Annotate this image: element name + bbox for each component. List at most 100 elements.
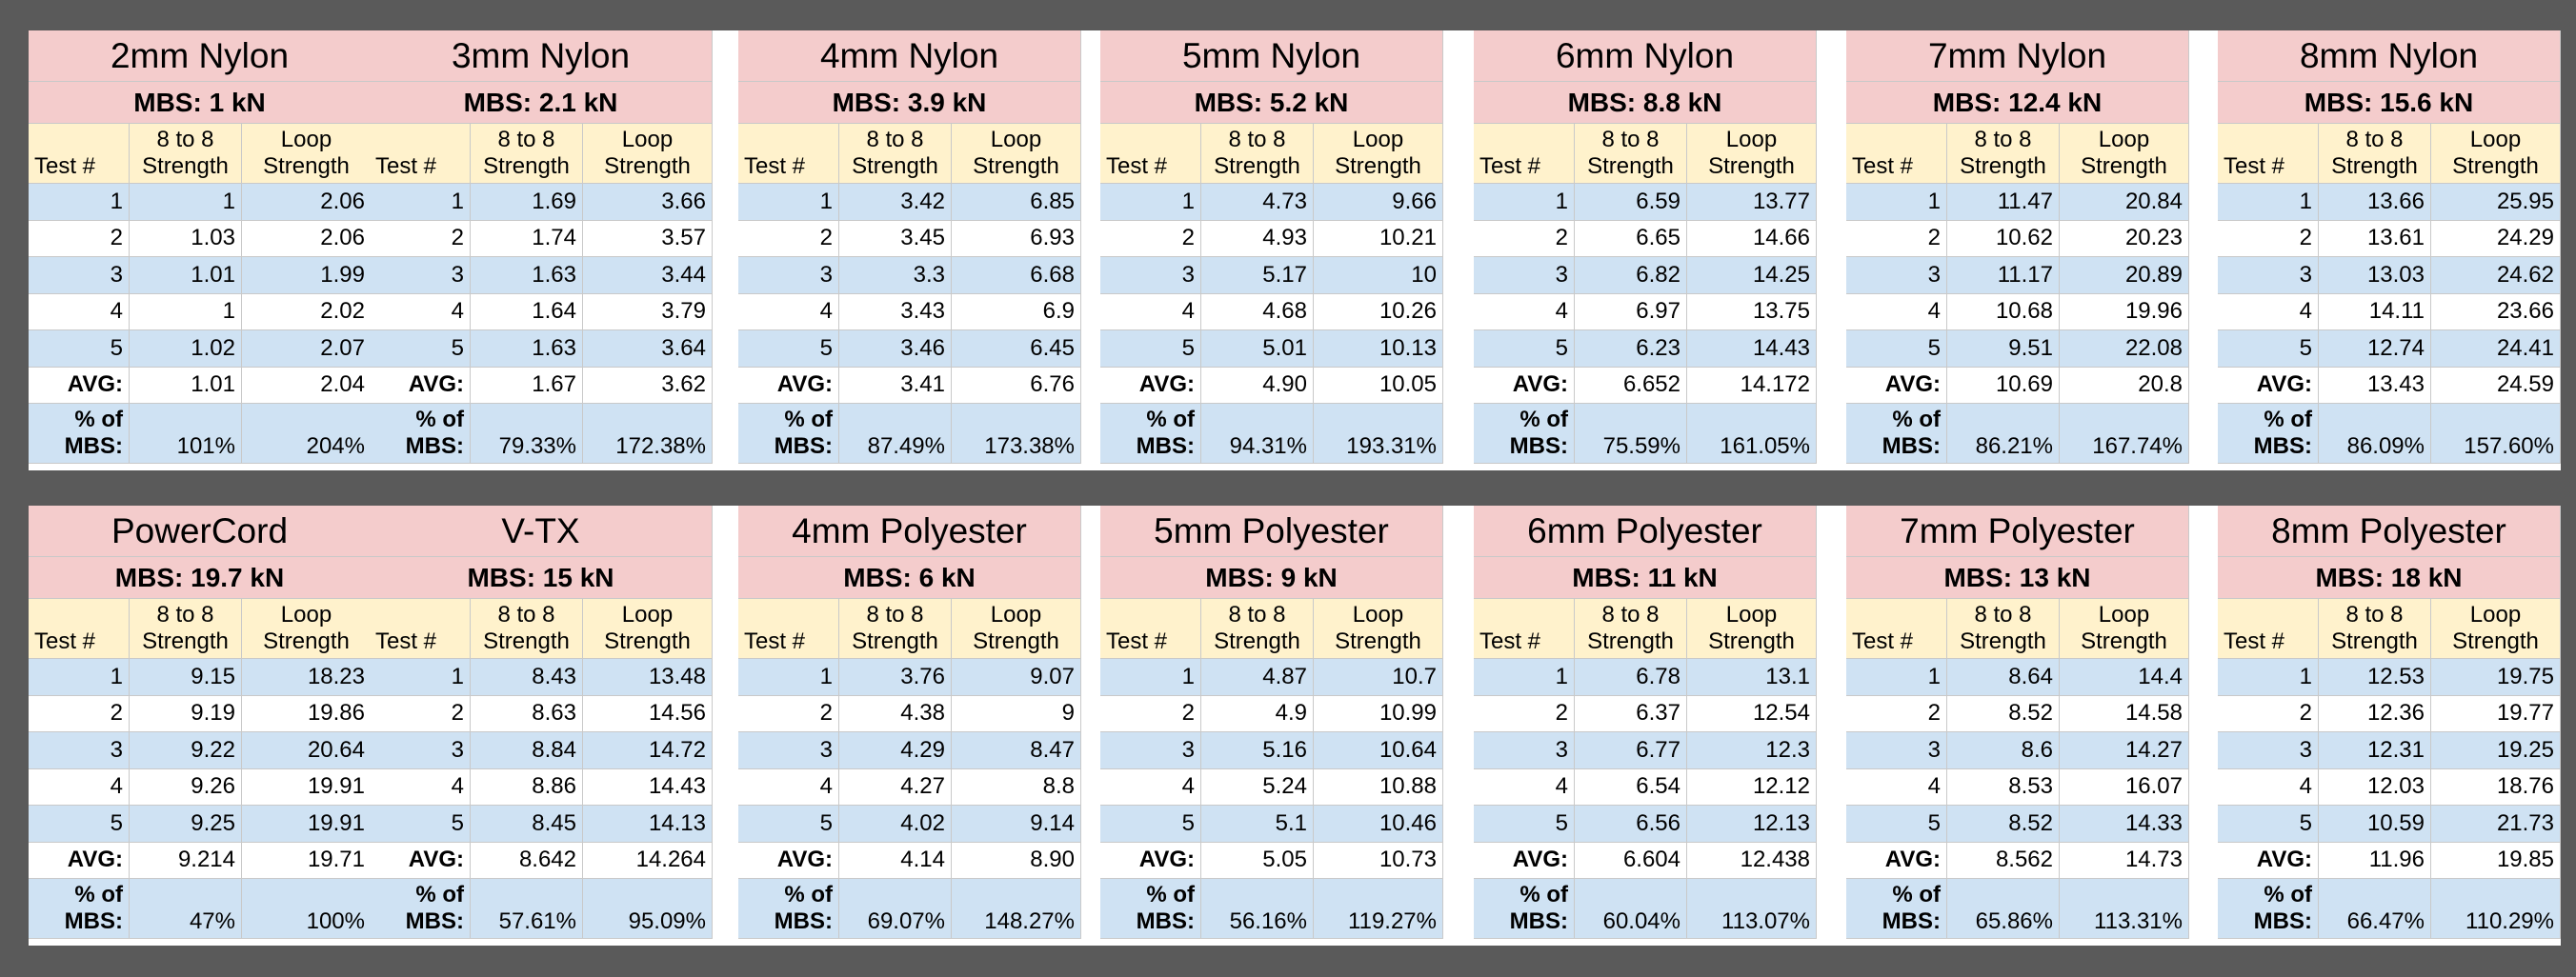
pct-loop-cell[interactable]: 113.31% [2060, 879, 2189, 939]
pct-8to8-cell[interactable]: 69.07% [839, 879, 952, 939]
eight-to-eight-cell[interactable]: 1.63 [471, 257, 583, 294]
eight-to-eight-cell[interactable]: 6.78 [1575, 659, 1687, 696]
avg-loop-cell[interactable]: 19.85 [2431, 842, 2561, 879]
test-number-cell[interactable]: 2 [1846, 220, 1947, 257]
loop-strength-cell[interactable]: 14.25 [1687, 257, 1817, 294]
test-number-cell[interactable]: 2 [29, 220, 130, 257]
table-title[interactable]: 5mm Polyester [1100, 506, 1443, 557]
avg-8to8-cell[interactable]: 3.41 [839, 367, 952, 404]
header-8to8-strength[interactable]: 8 to 8 Strength [2319, 124, 2431, 184]
eight-to-eight-cell[interactable]: 8.53 [1947, 768, 2060, 806]
header-loop-strength[interactable]: Loop Strength [952, 124, 1081, 184]
table-title[interactable]: 4mm Polyester [738, 506, 1081, 557]
loop-strength-cell[interactable]: 12.12 [1687, 768, 1817, 806]
test-number-cell[interactable]: 3 [738, 732, 839, 769]
header-test-number[interactable]: Test # [2218, 599, 2319, 659]
test-number-cell[interactable]: 1 [29, 184, 130, 221]
pct-loop-cell[interactable]: 204% [242, 404, 372, 464]
mbs-label[interactable]: MBS: 3.9 kN [738, 82, 1081, 124]
header-8to8-strength[interactable]: 8 to 8 Strength [1201, 599, 1314, 659]
loop-strength-cell[interactable]: 20.64 [242, 732, 372, 769]
test-number-cell[interactable]: 3 [1474, 257, 1575, 294]
test-number-cell[interactable]: 4 [29, 768, 130, 806]
avg-label-cell[interactable]: AVG: [1846, 367, 1947, 404]
eight-to-eight-cell[interactable]: 1.01 [130, 257, 242, 294]
pct-of-mbs-label-cell[interactable]: % of MBS: [1846, 404, 1947, 464]
test-number-cell[interactable]: 1 [1846, 184, 1947, 221]
header-test-number[interactable]: Test # [1100, 599, 1201, 659]
eight-to-eight-cell[interactable]: 6.77 [1575, 732, 1687, 769]
avg-label-cell[interactable]: AVG: [738, 367, 839, 404]
eight-to-eight-cell[interactable]: 4.29 [839, 732, 952, 769]
avg-loop-cell[interactable]: 24.59 [2431, 367, 2561, 404]
pct-loop-cell[interactable]: 173.38% [952, 404, 1081, 464]
loop-strength-cell[interactable]: 2.06 [242, 184, 372, 221]
eight-to-eight-cell[interactable]: 13.66 [2319, 184, 2431, 221]
pct-loop-cell[interactable]: 193.31% [1314, 404, 1443, 464]
eight-to-eight-cell[interactable]: 9.26 [130, 768, 242, 806]
header-test-number[interactable]: Test # [2218, 124, 2319, 184]
test-number-cell[interactable]: 1 [29, 659, 130, 696]
pct-loop-cell[interactable]: 148.27% [952, 879, 1081, 939]
mbs-label[interactable]: MBS: 11 kN [1474, 557, 1817, 599]
test-number-cell[interactable]: 5 [370, 806, 471, 843]
eight-to-eight-cell[interactable]: 3.3 [839, 257, 952, 294]
header-test-number[interactable]: Test # [1474, 599, 1575, 659]
test-number-cell[interactable]: 4 [1846, 293, 1947, 330]
loop-strength-cell[interactable]: 10.13 [1314, 330, 1443, 368]
eight-to-eight-cell[interactable]: 9.22 [130, 732, 242, 769]
eight-to-eight-cell[interactable]: 11.17 [1947, 257, 2060, 294]
test-number-cell[interactable]: 5 [1474, 806, 1575, 843]
mbs-label[interactable]: MBS: 15 kN [370, 557, 713, 599]
eight-to-eight-cell[interactable]: 10.62 [1947, 220, 2060, 257]
loop-strength-cell[interactable]: 14.72 [583, 732, 713, 769]
test-number-cell[interactable]: 1 [2218, 184, 2319, 221]
header-8to8-strength[interactable]: 8 to 8 Strength [839, 599, 952, 659]
eight-to-eight-cell[interactable]: 1 [130, 293, 242, 330]
header-8to8-strength[interactable]: 8 to 8 Strength [2319, 599, 2431, 659]
eight-to-eight-cell[interactable]: 3.46 [839, 330, 952, 368]
loop-strength-cell[interactable]: 19.91 [242, 768, 372, 806]
loop-strength-cell[interactable]: 19.86 [242, 695, 372, 732]
header-loop-strength[interactable]: Loop Strength [583, 124, 713, 184]
loop-strength-cell[interactable]: 10.7 [1314, 659, 1443, 696]
test-number-cell[interactable]: 3 [2218, 732, 2319, 769]
eight-to-eight-cell[interactable]: 12.03 [2319, 768, 2431, 806]
eight-to-eight-cell[interactable]: 5.01 [1201, 330, 1314, 368]
eight-to-eight-cell[interactable]: 1.64 [471, 293, 583, 330]
eight-to-eight-cell[interactable]: 5.1 [1201, 806, 1314, 843]
pct-loop-cell[interactable]: 113.07% [1687, 879, 1817, 939]
loop-strength-cell[interactable]: 10.99 [1314, 695, 1443, 732]
eight-to-eight-cell[interactable]: 1.03 [130, 220, 242, 257]
test-number-cell[interactable]: 5 [370, 330, 471, 368]
test-number-cell[interactable]: 3 [370, 257, 471, 294]
loop-strength-cell[interactable]: 18.23 [242, 659, 372, 696]
loop-strength-cell[interactable]: 14.33 [2060, 806, 2189, 843]
table-title[interactable]: 7mm Nylon [1846, 30, 2189, 82]
table-title[interactable]: 8mm Nylon [2218, 30, 2561, 82]
avg-8to8-cell[interactable]: 4.14 [839, 842, 952, 879]
eight-to-eight-cell[interactable]: 13.61 [2319, 220, 2431, 257]
loop-strength-cell[interactable]: 6.93 [952, 220, 1081, 257]
mbs-label[interactable]: MBS: 5.2 kN [1100, 82, 1443, 124]
test-number-cell[interactable]: 4 [1100, 293, 1201, 330]
test-number-cell[interactable]: 4 [1474, 768, 1575, 806]
loop-strength-cell[interactable]: 19.77 [2431, 695, 2561, 732]
loop-strength-cell[interactable]: 22.08 [2060, 330, 2189, 368]
avg-label-cell[interactable]: AVG: [370, 842, 471, 879]
test-number-cell[interactable]: 2 [738, 220, 839, 257]
header-test-number[interactable]: Test # [370, 599, 471, 659]
loop-strength-cell[interactable]: 6.85 [952, 184, 1081, 221]
loop-strength-cell[interactable]: 19.96 [2060, 293, 2189, 330]
eight-to-eight-cell[interactable]: 10.68 [1947, 293, 2060, 330]
avg-loop-cell[interactable]: 2.04 [242, 367, 372, 404]
avg-8to8-cell[interactable]: 6.652 [1575, 367, 1687, 404]
loop-strength-cell[interactable]: 12.3 [1687, 732, 1817, 769]
loop-strength-cell[interactable]: 6.68 [952, 257, 1081, 294]
loop-strength-cell[interactable]: 24.29 [2431, 220, 2561, 257]
loop-strength-cell[interactable]: 3.44 [583, 257, 713, 294]
header-test-number[interactable]: Test # [1100, 124, 1201, 184]
header-loop-strength[interactable]: Loop Strength [242, 124, 372, 184]
eight-to-eight-cell[interactable]: 4.9 [1201, 695, 1314, 732]
test-number-cell[interactable]: 2 [1100, 220, 1201, 257]
